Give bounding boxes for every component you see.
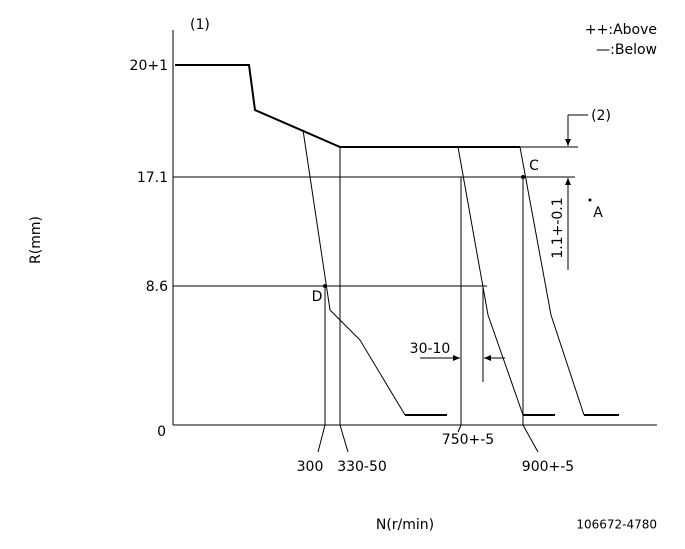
point-label: D <box>312 289 323 305</box>
x-label: 900+-5 <box>522 459 574 475</box>
y-label: 20+1 <box>130 58 168 74</box>
y-label: 8.6 <box>146 279 168 295</box>
dimension-label: 30-10 <box>410 341 451 357</box>
x-label: 750+-5 <box>442 432 494 448</box>
x-label: 330-50 <box>337 459 387 475</box>
x-label: 300 <box>297 459 324 475</box>
y-label: 17.1 <box>137 170 168 186</box>
code: 106672-4780 <box>576 518 657 532</box>
curves <box>175 64 619 416</box>
axes <box>172 30 657 426</box>
legend: ++:Above <box>585 22 657 38</box>
x-axis-label: N(r/min) <box>376 517 434 533</box>
y-axis-label: R(mm) <box>28 216 44 264</box>
dimension-label: (2) <box>591 108 611 124</box>
guide-lines <box>173 114 588 453</box>
dimension-label: 1.1+-0.1 <box>550 197 566 258</box>
point-label: C <box>529 158 539 174</box>
y-label: 0 <box>157 424 166 440</box>
legend: —:Below <box>596 42 657 58</box>
point-label: A <box>593 205 603 221</box>
label: (1) <box>190 17 210 33</box>
